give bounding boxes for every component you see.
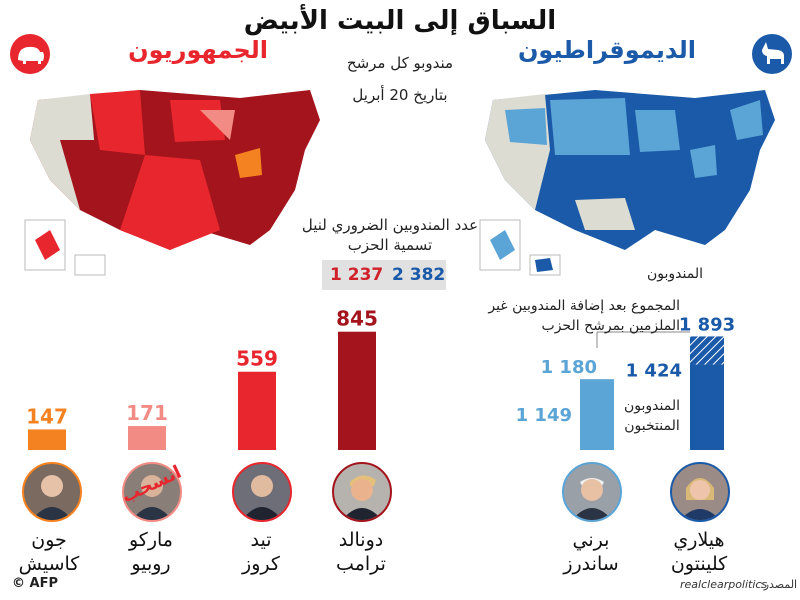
superdelegate-bar-2 bbox=[690, 336, 724, 365]
trump-name: دونالد ترامب bbox=[316, 528, 406, 576]
bar-3 bbox=[238, 371, 276, 450]
clinton-last-name: كلينتون bbox=[670, 553, 728, 575]
rubio-last-name: روبيو bbox=[131, 553, 171, 575]
source-value: realclearpolitics bbox=[680, 578, 768, 591]
elephant-icon bbox=[10, 34, 50, 74]
total-with-superdelegates-label: المجموع بعد إضافة المندوبين غير الملزمين… bbox=[488, 298, 680, 334]
superdelegate-bar-1 bbox=[580, 379, 614, 382]
republican-map bbox=[24, 90, 320, 276]
delegates-label: المندوبون bbox=[647, 266, 703, 282]
total-value-label-2: 1 893 bbox=[679, 314, 735, 335]
trump-photo bbox=[332, 462, 392, 522]
cruz-last-name: كروز bbox=[242, 553, 280, 575]
cruz-name: تيد كروز bbox=[216, 528, 306, 576]
total-value-label-1: 1 180 bbox=[541, 357, 597, 378]
donkey-icon bbox=[752, 34, 792, 74]
bar-4 bbox=[338, 331, 376, 450]
pledged-value-label-1: 1 149 bbox=[516, 405, 572, 426]
needed-democrats: 2 382 bbox=[392, 265, 446, 285]
rubio-name: ماركو روبيو bbox=[106, 528, 196, 576]
bar-2 bbox=[128, 426, 166, 450]
republicans-title: الجمهوريون bbox=[128, 36, 268, 64]
rubio-first-name: ماركو bbox=[128, 529, 173, 551]
pledged-bar-2 bbox=[690, 364, 724, 450]
trump-last-name: ترامب bbox=[336, 553, 386, 575]
kasich-photo bbox=[22, 462, 82, 522]
democratic-bar-chart: 1 180 1 149 1 893 1 424 bbox=[516, 314, 735, 450]
bar-value-label-3: 559 bbox=[236, 347, 278, 371]
kasich-first-name: جون bbox=[31, 529, 67, 551]
kasich-last-name: كاسيش bbox=[18, 553, 80, 575]
democratic-map bbox=[479, 90, 775, 276]
bar-1 bbox=[28, 429, 66, 450]
trump-first-name: دونالد bbox=[338, 529, 384, 551]
needed-delegates-box bbox=[322, 260, 446, 290]
date-label: بتاريخ 20 أبريل bbox=[352, 86, 448, 104]
sanders-name: برني ساندرز bbox=[546, 528, 636, 576]
pledged-bar-1 bbox=[580, 381, 614, 450]
source-label: المصدر: bbox=[760, 578, 798, 591]
republican-bar-chart: 147 171 559 845 bbox=[26, 310, 378, 450]
bar-value-label-2: 171 bbox=[126, 401, 168, 425]
afp-logo: © AFP bbox=[12, 576, 58, 591]
rubio-photo bbox=[122, 462, 182, 522]
sanders-photo bbox=[562, 462, 622, 522]
clinton-photo bbox=[670, 462, 730, 522]
sanders-last-name: ساندرز bbox=[563, 553, 619, 575]
page-title: السباق إلى البيت الأبيض bbox=[243, 6, 557, 36]
sanders-first-name: برني bbox=[572, 529, 610, 551]
subtitle: مندوبو كل مرشح bbox=[346, 54, 454, 72]
cruz-first-name: تيد bbox=[250, 529, 272, 551]
cruz-photo bbox=[232, 462, 292, 522]
democrats-title: الديموقراطيون bbox=[517, 36, 696, 64]
kasich-name: جون كاسيش bbox=[4, 528, 94, 576]
clinton-first-name: هيلاري bbox=[673, 529, 725, 551]
needed-republicans: 1 237 bbox=[330, 265, 384, 285]
pledged-delegates-label: المندوبون المنتخبون bbox=[624, 398, 680, 434]
bar-value-label-4: 845 bbox=[336, 310, 378, 331]
bar-value-label-1: 147 bbox=[26, 404, 68, 428]
pledged-value-label-2: 1 424 bbox=[626, 361, 682, 382]
needed-delegates-label: عدد المندوبين الضروري لنيل تسمية الحزب bbox=[301, 216, 479, 254]
clinton-name: هيلاري كلينتون bbox=[654, 528, 744, 576]
